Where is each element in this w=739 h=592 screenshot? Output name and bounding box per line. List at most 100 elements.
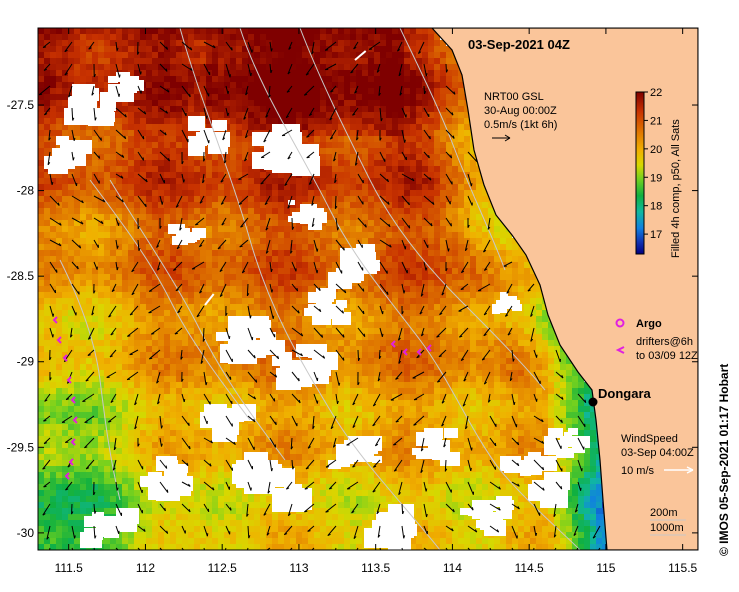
sst-cell: [296, 328, 302, 334]
sst-cell: [176, 160, 182, 166]
sst-cell: [50, 28, 56, 34]
sst-cell: [452, 244, 458, 250]
sst-cell: [338, 106, 344, 112]
sst-cell: [260, 274, 266, 280]
sst-cell: [560, 400, 566, 406]
sst-cell: [374, 34, 380, 40]
sst-cell: [128, 208, 134, 214]
sst-cell: [416, 184, 422, 190]
sst-cell: [254, 280, 260, 286]
sst-cell: [44, 58, 50, 64]
sst-cell: [284, 268, 290, 274]
sst-cell: [392, 142, 398, 148]
sst-cell: [356, 364, 362, 370]
sst-cell: [254, 292, 260, 298]
sst-cell: [212, 196, 218, 202]
sst-cell: [182, 160, 188, 166]
sst-cell: [206, 226, 212, 232]
sst-cell: [452, 298, 458, 304]
sst-cell: [476, 358, 482, 364]
sst-cell: [80, 184, 86, 190]
sst-cell: [104, 388, 110, 394]
sst-cell: [236, 94, 242, 100]
sst-cell: [212, 244, 218, 250]
sst-cell: [128, 52, 134, 58]
sst-cell: [170, 58, 176, 64]
sst-cell: [212, 226, 218, 232]
sst-cell: [374, 358, 380, 364]
sst-cell: [284, 58, 290, 64]
sst-cell: [554, 394, 560, 400]
sst-cell: [104, 172, 110, 178]
sst-cell: [398, 178, 404, 184]
sst-cell: [56, 88, 62, 94]
sst-cell: [542, 388, 548, 394]
sst-cell: [536, 334, 542, 340]
sst-cell: [494, 382, 500, 388]
sst-cell: [134, 148, 140, 154]
sst-cell: [152, 292, 158, 298]
sst-cell: [128, 100, 134, 106]
sst-cell: [188, 94, 194, 100]
sst-cell: [332, 46, 338, 52]
sst-cell: [530, 352, 536, 358]
sst-cell: [152, 400, 158, 406]
sst-cell: [92, 268, 98, 274]
sst-cell: [158, 160, 164, 166]
sst-cell: [350, 70, 356, 76]
sst-cell: [50, 304, 56, 310]
sst-cell: [428, 214, 434, 220]
sst-cell: [464, 250, 470, 256]
sst-cell: [446, 358, 452, 364]
sst-cell: [254, 100, 260, 106]
sst-cell: [44, 250, 50, 256]
sst-cell: [434, 100, 440, 106]
sst-cell: [182, 70, 188, 76]
sst-cell: [68, 304, 74, 310]
sst-cell: [62, 82, 68, 88]
sst-cell: [356, 196, 362, 202]
sst-cell: [62, 298, 68, 304]
sst-cell: [176, 82, 182, 88]
sst-cell: [440, 130, 446, 136]
sst-cell: [338, 202, 344, 208]
sst-cell: [410, 58, 416, 64]
sst-cell: [68, 88, 74, 94]
sst-cell: [428, 340, 434, 346]
sst-cell: [182, 106, 188, 112]
sst-cell: [104, 58, 110, 64]
sst-cell: [146, 82, 152, 88]
sst-cell: [110, 322, 116, 328]
sst-cell: [398, 268, 404, 274]
sst-cell: [224, 262, 230, 268]
sst-cell: [272, 112, 278, 118]
sst-cell: [212, 268, 218, 274]
sst-cell: [374, 166, 380, 172]
sst-cell: [56, 208, 62, 214]
sst-cell: [254, 208, 260, 214]
sst-cell: [284, 208, 290, 214]
sst-cell: [230, 238, 236, 244]
sst-cell: [290, 106, 296, 112]
sst-cell: [92, 202, 98, 208]
sst-cell: [236, 58, 242, 64]
sst-cell: [428, 334, 434, 340]
sst-cell: [296, 118, 302, 124]
sst-cell: [302, 130, 308, 136]
sst-cell: [44, 34, 50, 40]
sst-cell: [368, 148, 374, 154]
sst-cell: [290, 244, 296, 250]
sst-cell: [92, 130, 98, 136]
sst-cell: [380, 58, 386, 64]
sst-cell: [194, 376, 200, 382]
sst-cell: [308, 70, 314, 76]
sst-cell: [188, 58, 194, 64]
sst-cell: [194, 112, 200, 118]
sst-cell: [500, 376, 506, 382]
sst-cell: [260, 226, 266, 232]
sst-cell: [320, 340, 326, 346]
sst-cell: [134, 94, 140, 100]
sst-cell: [152, 346, 158, 352]
sst-cell: [44, 274, 50, 280]
sst-cell: [362, 142, 368, 148]
